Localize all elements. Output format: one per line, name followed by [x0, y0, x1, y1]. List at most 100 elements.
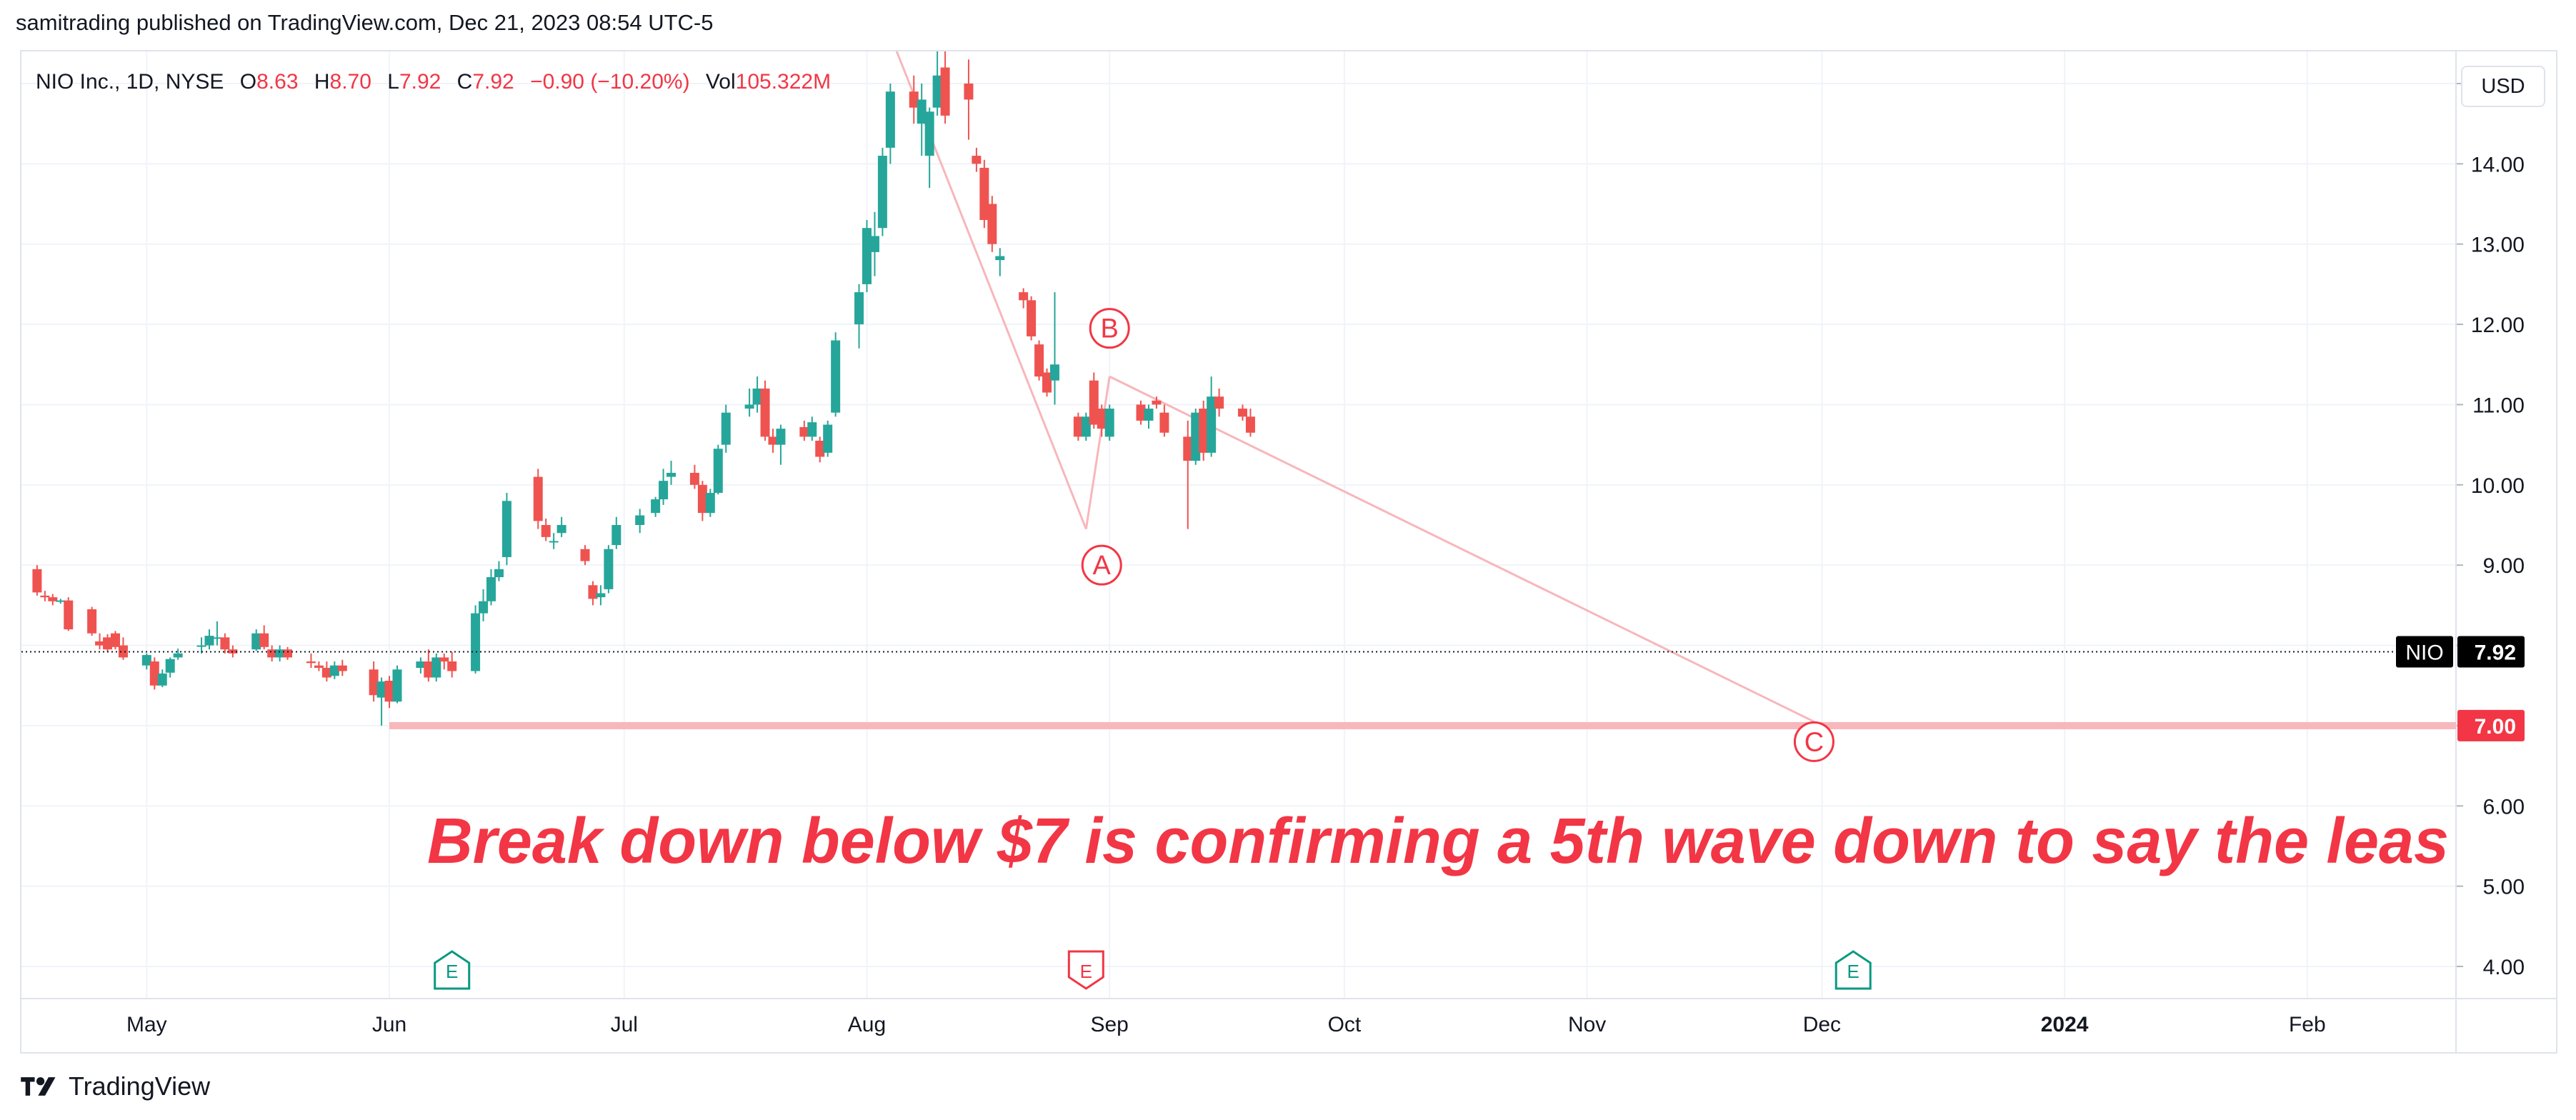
candle-body[interactable] — [831, 340, 841, 413]
candle-body[interactable] — [1073, 416, 1083, 437]
candle-body[interactable] — [32, 569, 42, 593]
candle-body[interactable] — [667, 472, 677, 477]
candle-body[interactable] — [275, 649, 285, 658]
candle-body[interactable] — [321, 668, 331, 678]
candle-body[interactable] — [1097, 409, 1107, 429]
annotation-text[interactable]: Break down below $7 is confirming a 5th … — [427, 806, 2449, 877]
candle-body[interactable] — [1183, 436, 1193, 461]
candle-body[interactable] — [369, 669, 379, 696]
candle-body[interactable] — [337, 665, 347, 671]
earnings-marker-icon[interactable] — [434, 950, 471, 990]
candle-body[interactable] — [1191, 412, 1201, 461]
candle-body[interactable] — [392, 669, 402, 702]
candle-body[interactable] — [659, 481, 669, 500]
candle-body[interactable] — [212, 637, 222, 639]
candle-body[interactable] — [110, 633, 120, 647]
candle-body[interactable] — [1049, 364, 1059, 381]
candle-body[interactable] — [283, 649, 293, 658]
candle-body[interactable] — [220, 637, 230, 650]
candle-body[interactable] — [1089, 380, 1099, 425]
candle-body[interactable] — [1152, 400, 1162, 405]
candle-body[interactable] — [885, 91, 895, 148]
candle-body[interactable] — [165, 659, 175, 673]
candle-body[interactable] — [909, 91, 919, 108]
candle-body[interactable] — [917, 99, 927, 124]
candle-body[interactable] — [1136, 404, 1146, 421]
footer-brand[interactable]: TradingView — [19, 1071, 210, 1101]
candle-body[interactable] — [807, 422, 817, 437]
candle-body[interactable] — [995, 256, 1005, 261]
candle-body[interactable] — [64, 600, 74, 630]
candle-body[interactable] — [697, 484, 707, 514]
wave-label[interactable]: C — [1804, 727, 1824, 757]
candle-body[interactable] — [149, 661, 159, 686]
candle-body[interactable] — [799, 426, 809, 437]
candle-body[interactable] — [447, 661, 457, 671]
candle-body[interactable] — [541, 525, 551, 537]
candle-body[interactable] — [40, 595, 50, 598]
earnings-marker-icon[interactable] — [1834, 950, 1872, 990]
candle-body[interactable] — [932, 75, 942, 108]
candle-body[interactable] — [384, 681, 394, 702]
candle-body[interactable] — [157, 673, 167, 686]
candle-body[interactable] — [416, 661, 426, 669]
candle-body[interactable] — [103, 637, 113, 650]
candle-body[interactable] — [95, 641, 105, 646]
wave-label[interactable]: B — [1101, 314, 1119, 344]
candle-body[interactable] — [1019, 292, 1029, 301]
candle-body[interactable] — [635, 515, 645, 525]
candle-body[interactable] — [556, 525, 566, 534]
candle-body[interactable] — [924, 111, 934, 156]
candle-body[interactable] — [314, 665, 324, 669]
candle-body[interactable] — [768, 436, 778, 445]
candle-body[interactable] — [471, 613, 481, 671]
candle-body[interactable] — [823, 424, 833, 453]
candle-body[interactable] — [869, 236, 879, 252]
candle-body[interactable] — [48, 597, 58, 601]
candle-body[interactable] — [173, 653, 183, 658]
candle-body[interactable] — [979, 167, 989, 220]
candle-body[interactable] — [815, 441, 825, 457]
candle-body[interactable] — [196, 645, 206, 647]
candle-body[interactable] — [251, 633, 261, 650]
candle-body[interactable] — [549, 541, 559, 543]
candle-body[interactable] — [329, 665, 339, 676]
candle-body[interactable] — [204, 636, 214, 646]
candle-body[interactable] — [604, 549, 614, 589]
candle-body[interactable] — [494, 569, 504, 578]
candle-body[interactable] — [854, 292, 864, 325]
candle-body[interactable] — [596, 593, 606, 598]
candle-body[interactable] — [479, 601, 489, 614]
candle-body[interactable] — [431, 657, 441, 678]
currency-button[interactable]: USD — [2461, 66, 2545, 107]
candle-body[interactable] — [1245, 416, 1255, 433]
candle-body[interactable] — [486, 577, 496, 601]
candle-body[interactable] — [689, 472, 699, 485]
candle-body[interactable] — [588, 585, 598, 599]
candle-body[interactable] — [760, 388, 770, 437]
candle-body[interactable] — [501, 501, 511, 557]
candle-body[interactable] — [141, 655, 151, 666]
wave-line[interactable] — [1084, 376, 1111, 529]
candle-body[interactable] — [118, 645, 128, 658]
candle-body[interactable] — [752, 388, 762, 405]
candle-body[interactable] — [376, 681, 386, 698]
legend-symbol[interactable]: NIO Inc., 1D, NYSE — [36, 70, 224, 94]
candle-body[interactable] — [744, 404, 754, 409]
chart-panel[interactable] — [20, 50, 2557, 1054]
candle-body[interactable] — [56, 600, 66, 602]
candle-body[interactable] — [721, 412, 731, 445]
candle-body[interactable] — [580, 549, 590, 561]
wave-label[interactable]: A — [1093, 551, 1112, 581]
candle-body[interactable] — [87, 609, 97, 634]
candle-body[interactable] — [877, 156, 887, 229]
candle-body[interactable] — [964, 83, 974, 100]
candle-body[interactable] — [306, 661, 316, 664]
candle-body[interactable] — [1104, 409, 1114, 437]
candle-body[interactable] — [1214, 396, 1224, 409]
earnings-marker-icon[interactable] — [1067, 950, 1104, 990]
candle-body[interactable] — [439, 657, 449, 662]
wave-line[interactable] — [1109, 375, 1815, 723]
candle-body[interactable] — [987, 204, 997, 244]
